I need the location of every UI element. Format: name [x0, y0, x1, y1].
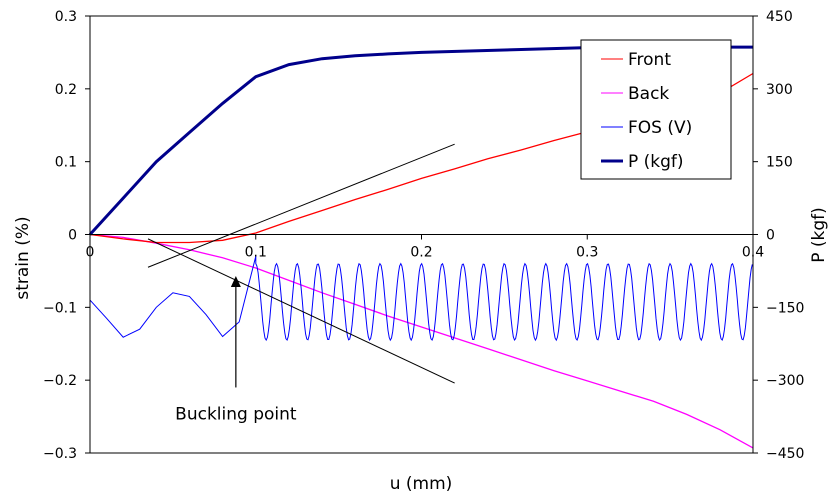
y-left-tick-label: −0.1 [43, 300, 77, 316]
legend-label: FOS (V) [628, 118, 692, 138]
legend: Front Back FOS (V) P (kgf) [580, 39, 732, 180]
y-left-tick-label: 0 [68, 228, 77, 244]
y-right-axis-title: P (kgf) [809, 207, 829, 263]
x-tick-label: 0.2 [410, 245, 432, 261]
series-back-line [89, 233, 754, 449]
tangent-line [147, 143, 455, 268]
y-right-tick-label: 150 [766, 155, 793, 171]
y-left-axis-title: strain (%) [13, 216, 33, 299]
y-right-tick-label: 300 [766, 82, 793, 98]
buckling-arrow-head [230, 276, 241, 288]
y-right-tick-label: 0 [766, 228, 775, 244]
y-right-tick-label: −450 [766, 446, 804, 462]
buckling-point-label: Buckling point [175, 404, 297, 424]
x-tick-label: 0.1 [245, 245, 267, 261]
x-axis-title: u (mm) [390, 474, 453, 494]
y-left-tick-label: −0.3 [43, 446, 77, 462]
legend-label: P (kgf) [628, 152, 684, 172]
series-fos-line [89, 256, 753, 342]
y-left-tick-label: 0.2 [55, 82, 77, 98]
y-left-tick-label: 0.1 [55, 155, 77, 171]
y-right-tick-label: −150 [766, 300, 804, 316]
y-right-tick-label: 450 [766, 9, 793, 25]
legend-box [580, 39, 732, 180]
series-p-line [88, 45, 753, 236]
x-tick-label: 0.3 [576, 245, 598, 261]
y-left-tick-label: −0.2 [43, 373, 77, 389]
legend-label: Back [628, 84, 669, 104]
y-right-tick-label: −300 [766, 373, 804, 389]
y-left-tick-label: 0.3 [55, 9, 77, 25]
x-tick-label: 0.4 [742, 245, 764, 261]
x-tick-label: 0 [86, 245, 95, 261]
tangent-line [147, 238, 455, 384]
legend-label: Front [628, 50, 671, 70]
